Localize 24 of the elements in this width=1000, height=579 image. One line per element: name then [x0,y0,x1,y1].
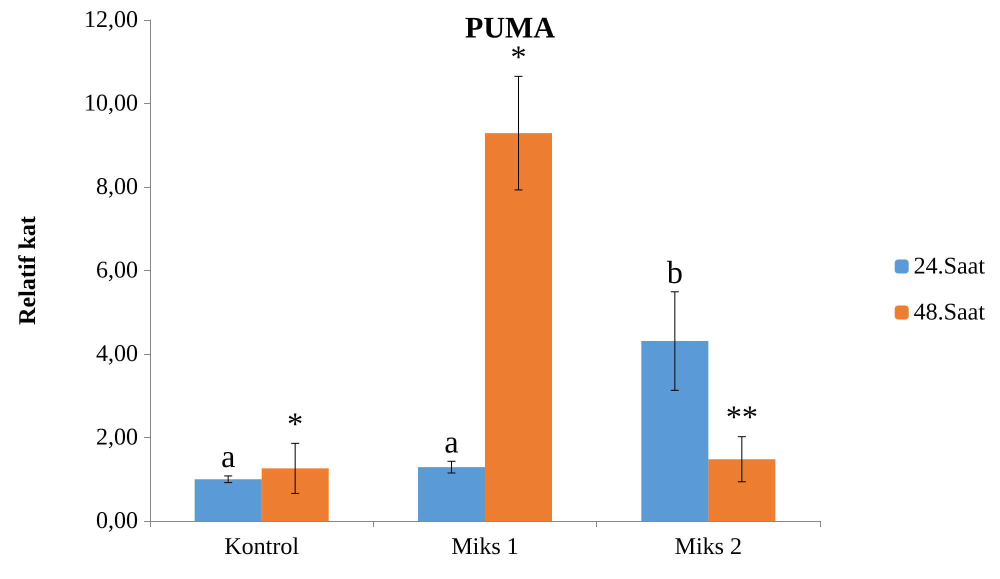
annotation: a [444,423,459,460]
x-tick-label: Miks 1 [451,534,519,560]
bar [194,479,262,521]
legend-label: 48.Saat [914,300,986,326]
annotation: b [666,254,683,290]
y-tick-label: 2,00 [96,424,138,450]
x-tick-label: Kontrol [224,534,300,560]
annotation: ** [726,398,758,435]
bar [418,467,485,521]
bar [708,459,776,521]
y-tick-label: 8,00 [96,174,138,200]
y-tick-label: 6,00 [96,258,138,284]
annotation: a [221,438,236,474]
bar [485,133,552,521]
y-axis-title: Relatif kat [15,216,41,325]
bar [641,341,708,521]
y-tick-label: 4,00 [96,341,138,367]
y-tick-label: 12,00 [84,7,138,33]
x-tick-label: Miks 2 [674,534,742,560]
bar [262,468,329,521]
annotation: * [287,405,304,442]
legend-label: 24.Saat [914,254,986,280]
y-tick-label: 10,00 [84,90,138,116]
y-tick-label: 0,00 [96,508,138,534]
